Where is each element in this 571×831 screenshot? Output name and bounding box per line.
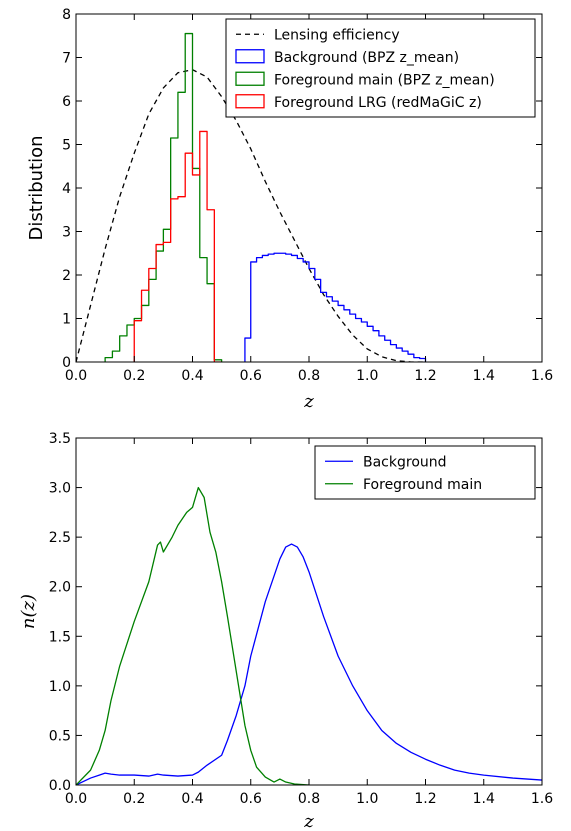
x-tick-label: 0.6 (240, 791, 262, 807)
x-tick-label: 1.6 (531, 368, 553, 384)
x-axis-label: z (303, 811, 314, 831)
series-line (76, 486, 310, 785)
legend-label: Background (363, 454, 447, 470)
series-line (133, 130, 222, 362)
x-tick-label: 1.0 (356, 791, 378, 807)
x-tick-label: 1.6 (531, 791, 553, 807)
plot-area (76, 486, 542, 785)
x-tick-label: 1.0 (356, 368, 378, 384)
legend-swatch (235, 71, 265, 86)
y-tick-label: 8 (62, 7, 71, 23)
x-tick-label: 1.2 (414, 791, 436, 807)
legend-label: Foreground LRG (redMaGiC z) (274, 95, 482, 111)
legend-label: Lensing efficiency (274, 27, 400, 43)
x-tick-label: 0.2 (123, 791, 145, 807)
y-tick-label: 3.5 (49, 431, 71, 447)
y-tick-label: 5 (62, 138, 71, 154)
x-tick-label: 0.8 (298, 368, 320, 384)
panel-bottom: 0.0 0.2 0.4 0.6 0.8 1.0 1.2 1.4 1.6 0.0 0.5 1.0 1.5 2… (18, 431, 553, 831)
x-tick-label: 0.4 (181, 368, 203, 384)
y-tick-label: 1.5 (49, 629, 71, 645)
x-tick-label: 0.0 (65, 368, 87, 384)
x-tick-label: 1.4 (473, 368, 495, 384)
plot-area (76, 32, 427, 362)
legend-box (314, 445, 536, 500)
x-tick-label: 0.8 (298, 791, 320, 807)
y-tick-label: 2.0 (49, 580, 71, 596)
y-tick-label: 4 (62, 181, 71, 197)
series-line (76, 543, 542, 785)
panel-top: 0.0 0.2 0.4 0.6 0.8 1.0 1.2 1.4 1.6 0 1 2 3 4 5 6 7 8 z Dis… (26, 7, 553, 412)
x-axis-label: z (303, 391, 314, 412)
x-tick-label: 0.6 (240, 368, 262, 384)
y-axis-label: n(z) (18, 594, 39, 629)
x-tick-label: 1.2 (414, 368, 436, 384)
y-tick-label: 1 (62, 312, 71, 328)
x-tick-label: 0.2 (123, 368, 145, 384)
legend-swatch (235, 94, 265, 109)
y-tick-label: 6 (62, 94, 71, 110)
y-tick-label: 0.0 (49, 778, 71, 794)
y-tick-label: 0 (62, 355, 71, 371)
series-line (244, 252, 427, 362)
y-tick-label: 2.5 (49, 530, 71, 546)
y-tick-label: 2 (62, 268, 71, 284)
legend-swatch (235, 49, 265, 64)
legend: Lensing efficiency Background (BPZ z_mean… (225, 18, 536, 118)
y-tick-label: 3.0 (49, 481, 71, 497)
x-tick-label: 0.0 (65, 791, 87, 807)
y-tick-label: 1.0 (49, 679, 71, 695)
y-tick-label: 7 (62, 51, 71, 67)
x-tick-label: 0.4 (181, 791, 203, 807)
legend: Background Foreground main (314, 445, 536, 500)
legend-label: Foreground main (BPZ z_mean) (274, 72, 495, 88)
y-tick-label: 3 (62, 225, 71, 241)
y-tick-label: 0.5 (49, 728, 71, 744)
y-axis-label: Distribution (26, 135, 47, 240)
legend-box (225, 18, 536, 118)
series-line (104, 32, 223, 362)
legend-label: Background (BPZ z_mean) (274, 50, 459, 66)
legend-label: Foreground main (363, 477, 482, 493)
series-line (76, 69, 426, 362)
x-tick-label: 1.4 (473, 791, 495, 807)
